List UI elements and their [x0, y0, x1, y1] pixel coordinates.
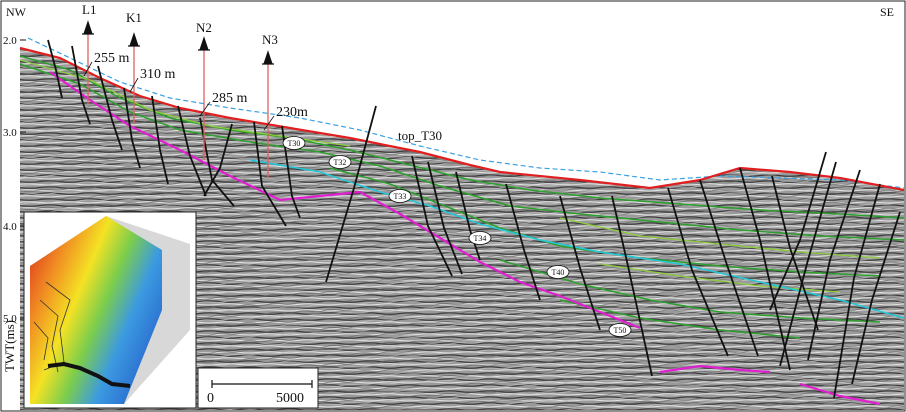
- well-name: K1: [126, 10, 142, 25]
- scale-bar-start: 0: [207, 391, 214, 406]
- horizon-label-badge: [546, 265, 570, 279]
- derrick-icon: [82, 20, 94, 35]
- well-depth-label: 285 m: [212, 91, 248, 106]
- direction-se: SE: [880, 5, 894, 19]
- horizon-label: T32: [334, 158, 347, 167]
- depth-leader: [263, 115, 275, 131]
- well-depth-label: 230m: [276, 105, 308, 120]
- twt-tick-label: 5.0: [3, 313, 17, 325]
- horizon-label-badge: [388, 189, 412, 203]
- horizon-label-badge: [608, 323, 632, 337]
- horizon-label-badge: [282, 136, 306, 150]
- scale-bar-end: 5000: [276, 391, 304, 406]
- location-map-inset: [23, 211, 197, 409]
- derrick-icon: [198, 36, 210, 51]
- well-name: N2: [196, 20, 212, 35]
- well-name: N3: [262, 32, 278, 47]
- horizon-label-badge: [468, 231, 492, 245]
- magenta-horizons: [49, 71, 881, 406]
- horizon-label-badge: [328, 155, 352, 169]
- horizon-label: T50: [614, 326, 627, 335]
- depth-leader: [129, 77, 139, 93]
- scale-bar: 0 5000: [197, 367, 319, 409]
- well-markers: L1 255 m K1 310 m N2 285 m N3 230m: [82, 2, 308, 178]
- well-depth-label: 255 m: [94, 51, 130, 66]
- twt-tick-label: 4.0: [3, 221, 17, 233]
- twt-axis-label: TWT(ms): [2, 320, 17, 372]
- horizon-labels: T30 T32 T33 T34 T40 T50: [282, 136, 632, 337]
- direction-nw: NW: [6, 5, 27, 19]
- top-t30-label: top_T30: [398, 128, 442, 143]
- horizon-label: T30: [288, 139, 301, 148]
- horizon-label: T40: [552, 268, 565, 277]
- derrick-icon: [262, 50, 274, 65]
- cyan-horizons: [249, 159, 905, 319]
- seafloor-horizon: [19, 46, 905, 192]
- depth-leader: [83, 61, 93, 77]
- derrick-icon: [128, 32, 140, 47]
- section-trace-line: [47, 361, 131, 388]
- horizon-label: T33: [394, 192, 407, 201]
- twt-axis: 2.0 3.0 4.0 5.0: [3, 35, 26, 325]
- well-name: L1: [82, 2, 96, 17]
- horizon-label: T34: [474, 234, 487, 243]
- twt-tick-label: 3.0: [3, 127, 17, 139]
- top-t30-horizon: [27, 37, 905, 189]
- faults: [47, 39, 901, 399]
- twt-tick-label: 2.0: [3, 35, 17, 47]
- depth-leader: [199, 101, 211, 117]
- well-depth-label: 310 m: [140, 67, 176, 82]
